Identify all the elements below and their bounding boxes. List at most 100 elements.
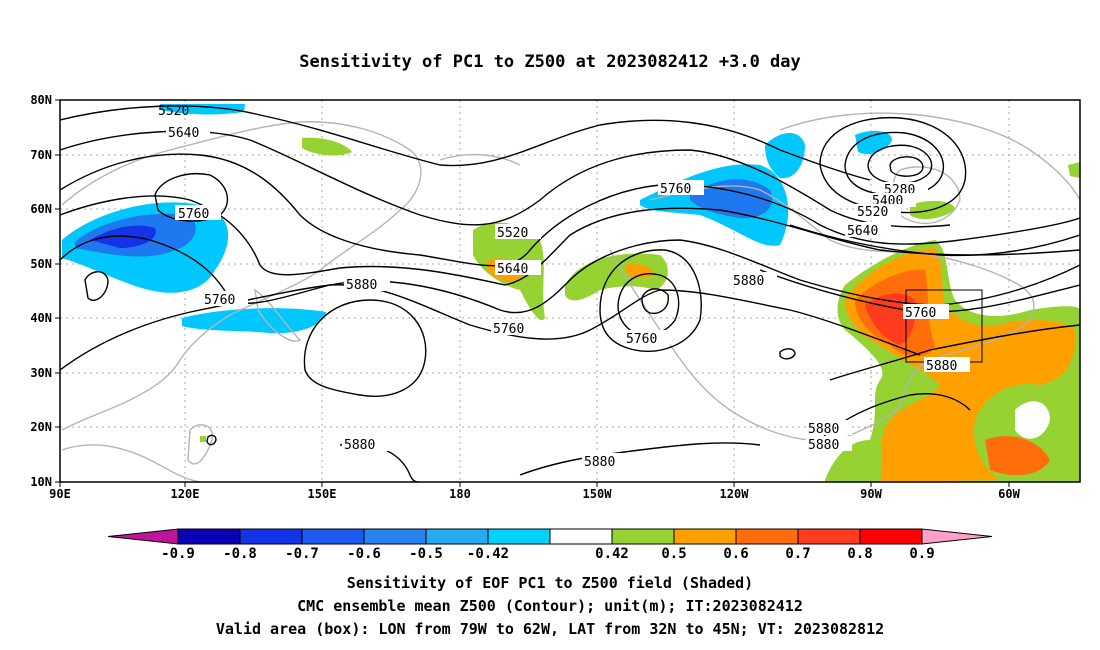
contour-label: 5760	[178, 207, 209, 222]
colorbar-box	[177, 528, 241, 545]
shade-greenland-green	[1068, 162, 1080, 178]
contour-low-hudson-3	[867, 144, 933, 185]
lon-label: 60W	[998, 487, 1020, 501]
contour-label: 5640	[497, 262, 528, 277]
colorbar-label: 0.6	[723, 546, 748, 562]
contour-label: 5880	[584, 455, 615, 470]
colorbar-label: 0.42	[595, 546, 629, 562]
colorbar-label: 0.7	[785, 546, 810, 562]
colorbar-box	[673, 528, 737, 545]
contour-cutoff-inner	[641, 288, 669, 315]
lat-label: 60N	[30, 202, 52, 216]
tick-marks	[55, 99, 1010, 487]
lat-label: 10N	[30, 475, 52, 489]
contour-label: 5640	[847, 224, 878, 239]
colorbar-label: -0.6	[347, 546, 381, 562]
contour-label: 5760	[905, 306, 936, 321]
lat-label: 40N	[30, 311, 52, 325]
contour-small-south-china	[206, 434, 217, 446]
colorbar-box	[425, 528, 489, 545]
colorbar-box	[549, 528, 613, 545]
lon-label: 180	[449, 487, 471, 501]
colorbar-box	[239, 528, 303, 545]
shade-hole-white	[1015, 401, 1050, 439]
colorbar: -0.9 -0.8 -0.7 -0.6 -0.5 -0.42 0.42 0.5 0.6 0.7 0.…	[107, 528, 993, 562]
map-title: Sensitivity of PC1 to Z500 at 2023082412…	[299, 52, 801, 72]
shade-siberia-green	[302, 137, 352, 156]
shade-small-green	[200, 436, 206, 442]
contour-low-hudson-2	[844, 131, 944, 197]
contour-5760-mid	[60, 153, 1080, 267]
colorbar-right-triangle	[921, 528, 993, 545]
contour-label: 5760	[660, 182, 691, 197]
lon-label: 90E	[49, 487, 71, 501]
colorbar-label: -0.7	[285, 546, 319, 562]
lat-label: 30N	[30, 366, 52, 380]
lon-label: 120E	[171, 487, 200, 501]
colorbar-box	[859, 528, 923, 545]
contour-small-east-pacific	[779, 348, 796, 360]
contour-5880-low	[60, 284, 921, 371]
contour-5760-cutoff-outer	[599, 249, 702, 352]
contour-label: 5760	[204, 293, 235, 308]
contour-label: 5880	[808, 438, 839, 453]
colorbar-left-triangle	[107, 528, 179, 545]
colorbar-box	[611, 528, 675, 545]
shade-alaska-mid	[690, 179, 773, 219]
contour-labels: 5520 5640 5760 5760 5880 5520 5640 5760 …	[158, 104, 970, 470]
colorbar-box	[735, 528, 799, 545]
longitude-labels: 90E 120E 150E 180 150W 120W 90W 60W	[49, 487, 1020, 501]
colorbar-label: 0.9	[909, 546, 934, 562]
contour-label: 5760	[626, 332, 657, 347]
shade-atlantic-south-orange	[985, 436, 1050, 476]
caption-line-1: Sensitivity of EOF PC1 to Z500 field (Sh…	[347, 574, 753, 592]
caption-line-2: CMC ensemble mean Z500 (Contour); unit(m…	[297, 597, 803, 615]
contour-5880-high	[303, 299, 427, 397]
coastlines	[61, 112, 1080, 482]
colorbar-label: -0.9	[161, 546, 195, 562]
contour-cutoff-mid	[617, 273, 680, 336]
colorbar-label: -0.8	[223, 546, 257, 562]
caption-line-3: Valid area (box): LON from 79W to 62W, L…	[216, 620, 884, 638]
lat-label: 70N	[30, 148, 52, 162]
contour-label: 5520	[497, 226, 528, 241]
contour-5880-south	[519, 442, 761, 476]
lon-label: 120W	[720, 487, 750, 501]
lat-label: 20N	[30, 420, 52, 434]
colorbar-box	[797, 528, 861, 545]
contour-label: 5880	[926, 359, 957, 374]
contour-label: 5880	[808, 422, 839, 437]
lat-label: 50N	[30, 257, 52, 271]
lon-label: 90W	[860, 487, 882, 501]
lon-label: 150W	[583, 487, 613, 501]
contour-small-closed	[84, 271, 109, 301]
colorbar-label: 0.8	[847, 546, 872, 562]
contour-5880-mid	[60, 195, 1080, 286]
contour-label: 5520	[857, 205, 888, 220]
contour-label: 5520	[158, 104, 189, 119]
contour-label: 5640	[168, 126, 199, 141]
colorbar-label: -0.42	[467, 546, 509, 562]
contour-label: 5880	[733, 274, 764, 289]
contour-label: 5880	[346, 278, 377, 293]
colorbar-box	[363, 528, 427, 545]
colorbar-box	[487, 528, 551, 545]
contour-5880-subtropical	[60, 235, 1080, 314]
map-frame	[59, 99, 1081, 483]
contour-low-hudson-4	[889, 156, 924, 177]
contour-5640-north	[60, 130, 951, 228]
contour-5880-east	[829, 324, 1080, 381]
contour-label: 5760	[493, 322, 524, 337]
lon-label: 150E	[308, 487, 337, 501]
latitude-labels: 80N 70N 60N 50N 40N 30N 20N 10N	[30, 93, 52, 489]
colorbar-box	[301, 528, 365, 545]
colorbar-label: -0.5	[409, 546, 443, 562]
contour-5640-east	[789, 224, 1080, 257]
contour-label: 5880	[344, 438, 375, 453]
shade-east-asia-dark	[90, 225, 156, 248]
colorbar-label: 0.5	[661, 546, 686, 562]
contour-5520-north	[60, 105, 871, 181]
map-panel: 5520 5640 5760 5760 5880 5520 5640 5760 …	[30, 93, 1081, 501]
shade-canada-north	[765, 132, 805, 179]
